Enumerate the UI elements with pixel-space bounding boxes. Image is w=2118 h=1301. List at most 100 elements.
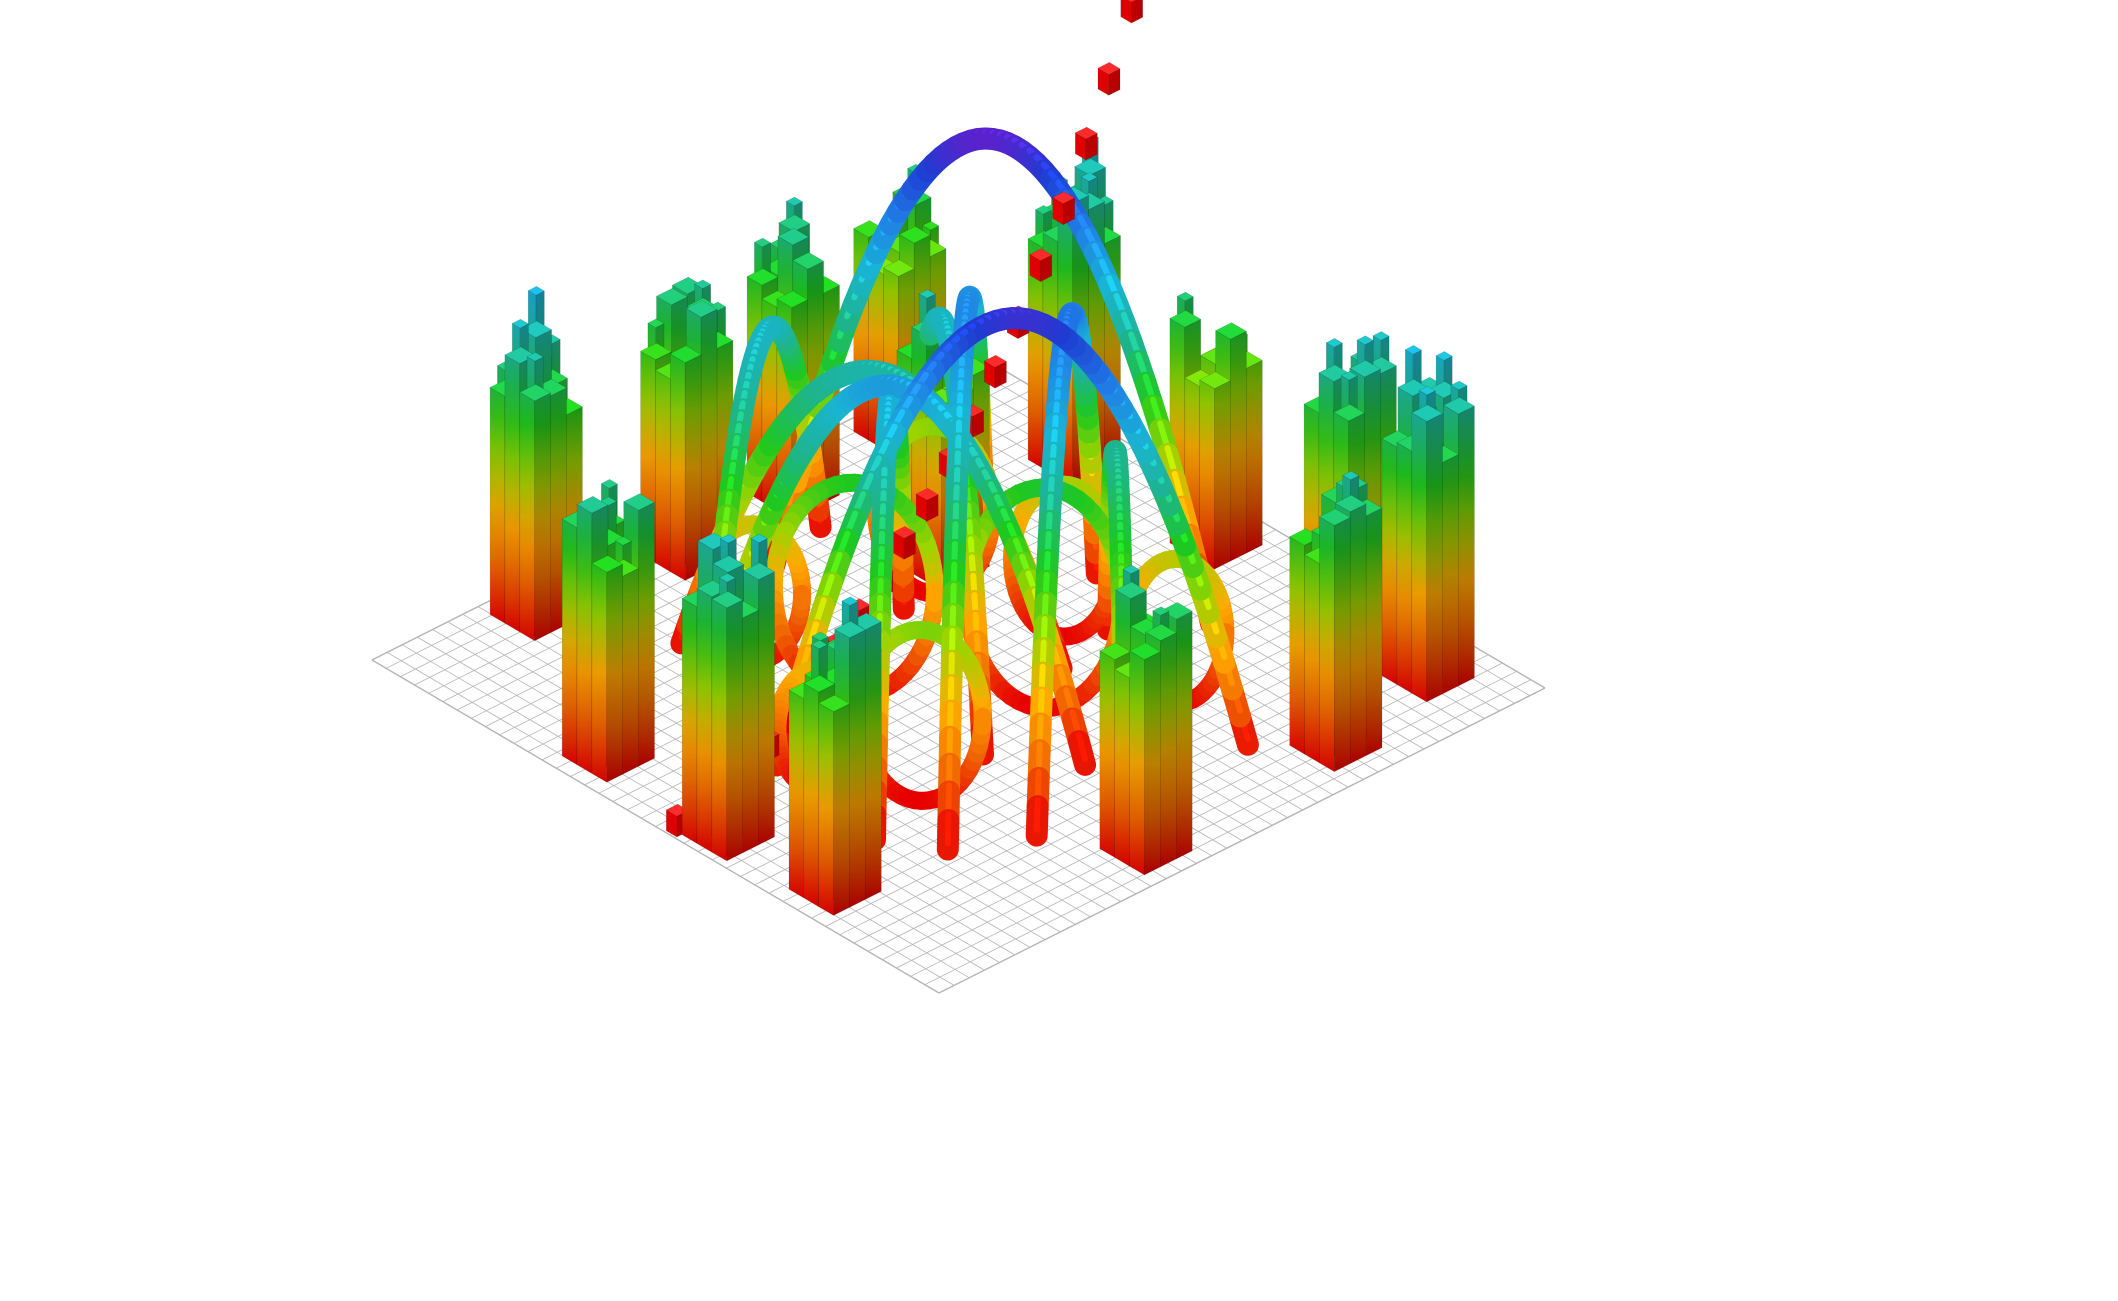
tower-voxel-top — [882, 259, 915, 277]
tower-voxel-face — [1365, 507, 1383, 757]
tower-voxel-top — [1122, 564, 1140, 575]
grid-line-u — [938, 687, 1546, 994]
tower-voxel-top — [818, 694, 851, 713]
tower-voxel-top — [1334, 494, 1367, 513]
tower-voxel-top — [1356, 335, 1374, 345]
tower-voxel-top — [519, 383, 552, 402]
tower-voxel-top — [639, 342, 673, 361]
tower-voxel-face — [1176, 610, 1193, 860]
tower-voxel-top — [693, 279, 712, 289]
tower-voxel-top — [712, 555, 745, 573]
tower-voxel-top — [1115, 581, 1148, 600]
tower-voxel-face — [1381, 438, 1398, 686]
tower-voxel-face — [1304, 554, 1320, 764]
tower-voxel-top — [1160, 602, 1193, 620]
tower-voxel-face — [519, 391, 536, 642]
tower-voxel-face — [655, 369, 671, 573]
tower-voxel-top — [1340, 370, 1358, 381]
tower-voxel-top — [1418, 385, 1436, 396]
tower-voxel-top — [1435, 351, 1453, 361]
tower-voxel-top — [776, 290, 809, 309]
tower-voxel-top — [591, 555, 624, 573]
tower-voxel-top — [750, 533, 768, 544]
tower-voxel-face — [1246, 359, 1263, 554]
tower-voxel-face — [865, 621, 882, 900]
arch-tube-highlight — [1033, 797, 1041, 833]
tower-voxel-top — [1099, 642, 1132, 660]
tower-voxel-face — [726, 599, 744, 862]
tower-voxel-top — [1349, 359, 1382, 378]
tower-voxel-top — [753, 237, 772, 248]
tower-voxel-face — [1426, 413, 1443, 703]
tower-voxel-top — [655, 287, 688, 306]
scene-objects — [489, 0, 1476, 916]
tower-voxel-top — [898, 226, 931, 244]
arch-tube-highlight — [944, 811, 952, 847]
red-voxel-top — [983, 354, 1008, 368]
tower-voxel-top — [1333, 403, 1366, 422]
red-voxel-top — [1051, 191, 1076, 205]
tower-voxel-face — [1289, 536, 1305, 755]
tower-voxel-top — [719, 533, 738, 544]
tower-voxel-face — [788, 689, 805, 899]
red-voxel-face — [1131, 0, 1143, 24]
tower-voxel-top — [743, 562, 776, 581]
tower-voxel-top — [1128, 642, 1162, 660]
red-voxel-top — [1029, 248, 1053, 262]
red-voxel-top — [1074, 126, 1098, 140]
red-voxel-top — [1097, 62, 1121, 75]
ring-tube-segment — [925, 582, 944, 612]
tower-voxel-top — [921, 220, 940, 231]
tower-voxel-top — [614, 536, 632, 546]
tower-voxel-top — [669, 345, 702, 364]
tower-voxel-top — [526, 352, 544, 362]
tower-voxel-top — [511, 318, 530, 329]
tower-voxel-top — [833, 620, 867, 639]
tower-voxel-face — [711, 598, 728, 862]
tower-voxel-face — [742, 609, 759, 854]
tower-voxel-face — [489, 386, 506, 624]
tower-voxel-top — [685, 300, 718, 318]
tower-voxel-top — [785, 196, 804, 207]
tower-voxel-top — [1372, 331, 1390, 341]
tower-voxel-face — [576, 503, 593, 775]
tower-voxel-top — [600, 479, 619, 489]
tower-voxel-face — [1129, 650, 1145, 876]
tower-voxel-face — [622, 567, 639, 775]
tower-voxel-face — [818, 702, 834, 916]
arch-tube-highlight — [1075, 732, 1089, 762]
tower-voxel-top — [1080, 172, 1098, 182]
tower-voxel-face — [638, 501, 655, 767]
tower-voxel-top — [623, 493, 656, 511]
tower-voxel-top — [647, 318, 665, 329]
tower-voxel-top — [746, 268, 779, 286]
tower-voxel-face — [1114, 668, 1130, 867]
tower-voxel-top — [1411, 404, 1444, 422]
grid-line-u — [910, 670, 1517, 977]
tower-voxel-top — [1169, 310, 1202, 328]
tower-voxel-top — [918, 289, 936, 299]
tower-voxel-face — [504, 354, 521, 633]
tower-voxel-top — [803, 674, 836, 693]
tower-voxel-face — [534, 392, 551, 642]
tower-voxel-top — [1152, 606, 1170, 616]
tower-voxel-face — [758, 571, 775, 846]
grid-line-u — [924, 679, 1531, 986]
tower-voxel-top — [1342, 470, 1360, 481]
tower-voxel-face — [669, 353, 686, 581]
tower-voxel-top — [1318, 508, 1351, 526]
tower-voxel-face — [1160, 632, 1177, 868]
tower-voxel-top — [1144, 623, 1177, 642]
tower-voxel-top — [1404, 345, 1423, 355]
tower-voxel-top — [1199, 371, 1232, 389]
tower-voxel-face — [1144, 651, 1161, 876]
tower-voxel-face — [1230, 330, 1247, 562]
tower-voxel-face — [803, 682, 820, 908]
tower-voxel-face — [561, 518, 578, 766]
tower-voxel-top — [527, 286, 545, 296]
tower-voxel-face — [681, 597, 698, 845]
tower-voxel-top — [1325, 338, 1344, 348]
tower-voxel-top — [792, 252, 825, 270]
red-voxel-top — [892, 526, 917, 539]
